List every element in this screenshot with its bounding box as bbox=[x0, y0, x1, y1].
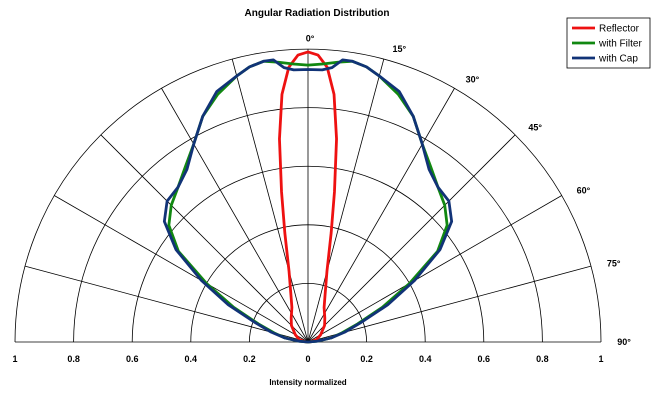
grid-spoke bbox=[307, 265, 592, 343]
radial-tick-label: 0.2 bbox=[360, 354, 373, 364]
x-axis-label: Intensity normalized bbox=[269, 378, 346, 387]
grid-spoke bbox=[231, 58, 309, 343]
grid-spoke bbox=[307, 195, 562, 343]
grid-spoke bbox=[307, 58, 385, 343]
angle-tick-label: 75° bbox=[607, 259, 621, 269]
radial-tick-label: 0.8 bbox=[536, 354, 549, 364]
legend-label-1: Reflector bbox=[599, 24, 640, 35]
grid-spoke bbox=[24, 265, 309, 343]
radial-tick-label: 0.4 bbox=[419, 354, 432, 364]
grid-spoke bbox=[307, 88, 455, 343]
angle-tick-label: 60° bbox=[577, 185, 591, 195]
radial-tick-label: 0 bbox=[305, 354, 310, 364]
radial-tick-label: 0.4 bbox=[185, 354, 198, 364]
angle-tick-label: 0° bbox=[306, 34, 315, 44]
angle-tick-labels: 0° 15° 30° 45° 60° 75° 90° bbox=[306, 34, 632, 347]
grid-spoke bbox=[161, 88, 309, 343]
radial-tick-label: 1 bbox=[598, 354, 603, 364]
radial-tick-label: 0.2 bbox=[243, 354, 256, 364]
grid-spoke bbox=[100, 134, 309, 343]
radial-tick-label: 0.6 bbox=[126, 354, 139, 364]
series-lines bbox=[162, 50, 454, 344]
angle-tick-label: 90° bbox=[617, 337, 631, 347]
legend-label-2: with Filter bbox=[598, 39, 642, 50]
radial-tick-label: 0.6 bbox=[478, 354, 491, 364]
legend: Reflector with Filter with Cap bbox=[566, 17, 651, 69]
radial-tick-labels: 1 0.8 0.6 0.4 0.2 0 0.2 0.4 0.6 0.8 1 bbox=[12, 354, 603, 364]
angle-tick-label: 30° bbox=[466, 74, 480, 84]
grid-spoke bbox=[307, 134, 516, 343]
radial-tick-label: 1 bbox=[12, 354, 17, 364]
angle-tick-label: 15° bbox=[393, 44, 407, 54]
radial-tick-label: 0.8 bbox=[67, 354, 80, 364]
angle-tick-label: 45° bbox=[528, 123, 542, 133]
grid-spoke bbox=[54, 195, 309, 343]
series-line-1 bbox=[278, 50, 338, 344]
polar-grid bbox=[14, 48, 602, 343]
chart-title: Angular Radiation Distribution bbox=[245, 8, 390, 19]
series-line-3 bbox=[162, 58, 454, 344]
legend-label-3: with Cap bbox=[598, 54, 638, 65]
